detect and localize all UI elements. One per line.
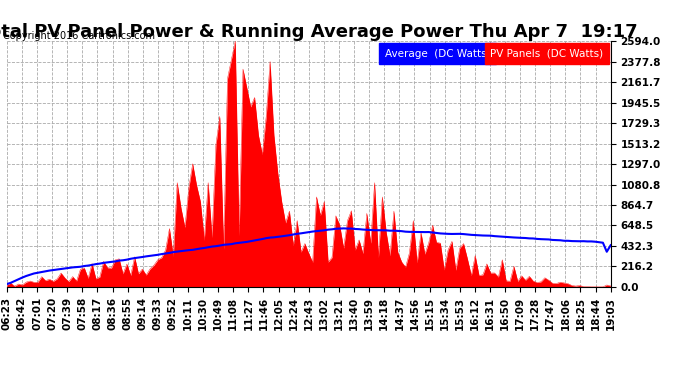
Text: Copyright 2016 Cartronics.com: Copyright 2016 Cartronics.com (3, 32, 155, 41)
Legend: Average  (DC Watts), PV Panels  (DC Watts): Average (DC Watts), PV Panels (DC Watts) (382, 46, 605, 61)
Title: Total PV Panel Power & Running Average Power Thu Apr 7  19:17: Total PV Panel Power & Running Average P… (0, 23, 638, 41)
